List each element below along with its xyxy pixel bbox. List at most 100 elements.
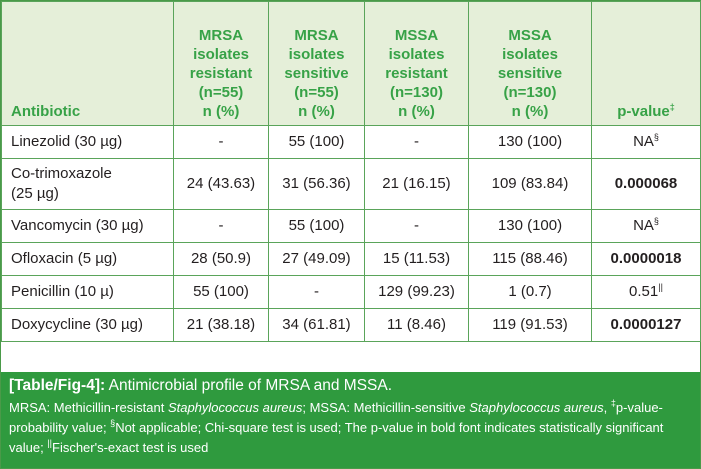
antibiotic-cell: Doxycycline (30 µg) (1, 308, 174, 342)
antibiotic-name: (25 µg) (11, 185, 59, 202)
p-value: NA (633, 133, 654, 150)
table-row: Doxycycline (30 µg) 21 (38.18) 34 (61.81) 1… (1, 308, 701, 342)
value-cell: 34 (61.81) (268, 308, 365, 342)
value-cell: 55 (100) (173, 275, 269, 309)
column-header: Antibiotic (1, 1, 174, 126)
value-cell: - (364, 209, 469, 243)
column-header-line: Antibiotic (11, 103, 81, 120)
value-cell: - (173, 209, 269, 243)
column-header: MSSA isolates resistant (n=130) n (%) (364, 1, 469, 126)
footnote-marker: § (653, 216, 659, 226)
p-value-cell: 0.0000018 (591, 242, 701, 276)
column-header-line: n (%) (202, 103, 240, 120)
value-cell: 28 (50.9) (173, 242, 269, 276)
antibiotic-name: Co-trimoxazole (11, 165, 112, 182)
p-value-cell: NA§ (591, 125, 701, 159)
column-header-line: isolates (388, 46, 445, 63)
value-cell: 109 (83.84) (468, 158, 592, 210)
caption-tag: [Table/Fig-4]: (9, 377, 106, 394)
p-value: 0.000068 (614, 175, 678, 192)
footnote-marker: ‡ (610, 398, 616, 408)
column-header: MSSA isolates sensitive (n=130) n (%) (468, 1, 592, 126)
value-cell: 130 (100) (468, 125, 592, 159)
value-cell: 21 (16.15) (364, 158, 469, 210)
column-header-line: MSSA (394, 27, 439, 44)
column-header-line: (n=55) (294, 84, 339, 101)
p-value: NA (633, 217, 654, 234)
value-cell: 115 (88.46) (468, 242, 592, 276)
value-cell: 24 (43.63) (173, 158, 269, 210)
caption-note-text: p-value-probability value; (9, 400, 663, 435)
figure-caption: [Table/Fig-4]: Antimicrobial profile of … (1, 372, 700, 468)
caption-note-text: ; MSSA: Methicillin-sensitive (302, 400, 470, 415)
antibiotic-name: Ofloxacin (5 µg) (11, 250, 118, 267)
column-header-line: n (%) (511, 103, 549, 120)
caption-footnote: MRSA: Methicillin-resistant Staphylococc… (9, 398, 700, 458)
column-header-line: sensitive (497, 65, 563, 82)
p-value-cell: 0.51|| (591, 275, 701, 309)
value-cell: 1 (0.7) (468, 275, 592, 309)
column-header-line: isolates (502, 46, 558, 63)
column-header-line: isolates (193, 46, 249, 63)
p-value: 0.0000127 (610, 316, 682, 333)
p-value: 0.51 (629, 283, 659, 300)
footnote-marker: || (658, 282, 663, 292)
value-cell: 27 (49.09) (268, 242, 365, 276)
table-row: Ofloxacin (5 µg) 28 (50.9) 27 (49.09) 15 (1… (1, 242, 701, 276)
antibiotic-cell: Ofloxacin (5 µg) (1, 242, 174, 276)
table-row: Vancomycin (30 µg) -55 (100) -130 (100) NA§ (1, 209, 701, 243)
column-header-line: isolates (288, 46, 345, 63)
column-header: MRSA isolates resistant (n=55) n (%) (173, 1, 269, 126)
caption-note-italic: Staphylococcus aureus (167, 400, 303, 415)
value-cell: 119 (91.53) (468, 308, 592, 342)
footnote-marker: ‡ (669, 102, 675, 112)
column-header-line: resistant (385, 65, 448, 82)
p-value: 0.0000018 (610, 250, 682, 267)
column-header-line: MRSA (198, 27, 244, 44)
column-header-line: p-value‡ (617, 102, 675, 121)
column-header: MRSA isolates sensitive (n=55) n (%) (268, 1, 365, 126)
column-header-line: (n=55) (198, 84, 244, 101)
p-value-cell: 0.0000127 (591, 308, 701, 342)
value-cell: - (364, 125, 469, 159)
table-row: Linezolid (30 µg) -55 (100) -130 (100) NA§ (1, 125, 701, 159)
antibiotic-name: Doxycycline (30 µg) (11, 316, 144, 333)
value-cell: 21 (38.18) (173, 308, 269, 342)
antibiotic-cell: Linezolid (30 µg) (1, 125, 174, 159)
value-cell: 11 (8.46) (364, 308, 469, 342)
value-cell: - (268, 275, 365, 309)
value-cell: 31 (56.36) (268, 158, 365, 210)
column-header-line: (n=130) (503, 84, 557, 101)
caption-note-text: , (603, 400, 611, 415)
header-row: Antibiotic MRSA isolates resistant (n=55) n (… (1, 1, 701, 126)
caption-note-text: MRSA: Methicillin-resistant (9, 400, 168, 415)
antibiotic-cell: Penicillin (10 µ) (1, 275, 174, 309)
column-header-line: (n=130) (390, 84, 443, 101)
table-row: Penicillin (10 µ) 55 (100) -129 (99.23) 1 (… (1, 275, 701, 309)
table-row: Co-trimoxazole (25 µg) 24 (43.63) 31 (56.36… (1, 158, 701, 210)
value-cell: - (173, 125, 269, 159)
value-cell: 129 (99.23) (364, 275, 469, 309)
column-header-line: MRSA (294, 27, 339, 44)
column-header-line: n (%) (298, 103, 335, 120)
table-body: Linezolid (30 µg) -55 (100) -130 (100) NA§ C… (1, 125, 701, 342)
column-header-line: n (%) (398, 103, 435, 120)
footnote-marker: § (653, 132, 659, 142)
footnote-marker: || (47, 438, 52, 448)
footnote-marker: § (110, 418, 116, 428)
caption-note-text: Not applicable; Chi-square test is used;… (9, 420, 664, 455)
antibiotic-cell: Vancomycin (30 µg) (1, 209, 174, 243)
caption-note-italic: Staphylococcus aureus (469, 400, 604, 415)
caption-title: [Table/Fig-4]: Antimicrobial profile of … (9, 376, 700, 396)
antibiotic-cell: Co-trimoxazole (25 µg) (1, 158, 174, 210)
caption-note-text: Fischer's-exact test is used (52, 440, 209, 455)
antibiotic-name: Linezolid (30 µg) (11, 133, 123, 150)
value-cell: 55 (100) (268, 125, 365, 159)
value-cell: 15 (11.53) (364, 242, 469, 276)
p-value-cell: NA§ (591, 209, 701, 243)
antibiotic-name: Vancomycin (30 µg) (11, 217, 144, 234)
caption-title-text: Antimicrobial profile of MRSA and MSSA. (105, 377, 393, 394)
column-header-line: MSSA (508, 27, 552, 44)
value-cell: 130 (100) (468, 209, 592, 243)
